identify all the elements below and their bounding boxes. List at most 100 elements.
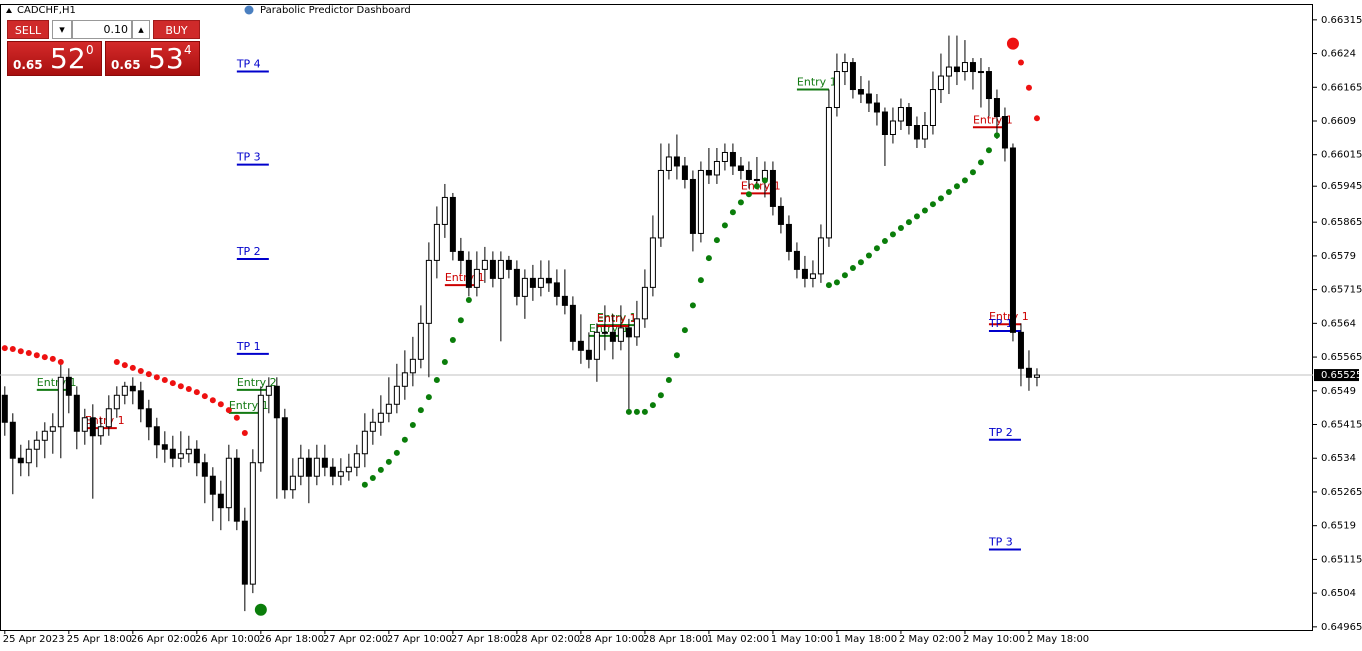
sar-dot	[57, 359, 64, 366]
sar-dot	[993, 132, 1000, 139]
candle-body	[129, 385, 136, 392]
sar-dot	[977, 159, 984, 166]
levels: TP 4 TP 3 TP 2 TP 1 Entry 2 Entry 1 Entry 1 Ent…	[0, 58, 1313, 551]
candle-body	[153, 426, 160, 446]
lot-input[interactable]: 0.10	[72, 20, 132, 39]
sar-dot	[985, 147, 992, 154]
bid-small: 0	[86, 43, 94, 57]
candle-body	[521, 277, 528, 297]
candle-body	[577, 340, 584, 351]
sar-dot	[393, 449, 400, 456]
candle-body	[137, 390, 144, 410]
title-icon	[244, 5, 254, 15]
candle-body	[409, 358, 416, 374]
sar-dot	[929, 201, 936, 208]
candle-body	[329, 466, 336, 477]
ask-box[interactable]: 0.65 53 4	[105, 41, 200, 76]
sar-dot	[641, 408, 648, 415]
sar-dot	[841, 272, 848, 279]
candle-body	[961, 62, 968, 73]
candle-body	[585, 349, 592, 360]
candle-body	[241, 520, 248, 585]
sar-dot	[145, 371, 152, 378]
sar-dot	[961, 177, 968, 184]
candle-body	[561, 295, 568, 306]
y-tick-label: 0.6579	[1321, 251, 1356, 262]
ask-prefix: 0.65	[111, 58, 141, 72]
candle-body	[649, 237, 656, 288]
sar-dot	[657, 392, 664, 399]
sar	[1, 37, 1040, 616]
x-tick-label: 27 Apr 02:00	[323, 634, 388, 645]
candle-body	[945, 66, 952, 77]
sar-dot	[825, 282, 832, 289]
sar-dot	[185, 385, 192, 392]
lot-dropdown[interactable]: ▾	[52, 20, 72, 39]
sar-dot	[713, 237, 720, 244]
candle-body	[441, 196, 448, 225]
y-tick-label: 0.6534	[1321, 453, 1356, 464]
sar-dot	[833, 279, 840, 286]
sar-dot	[953, 183, 960, 190]
candle-body	[889, 120, 896, 135]
candle-body	[921, 125, 928, 140]
candle-body	[17, 457, 24, 464]
candle-body	[457, 250, 464, 261]
sar-dot	[417, 407, 424, 414]
sar-dot	[49, 355, 56, 362]
bid-box[interactable]: 0.65 52 0	[7, 41, 102, 76]
candle-body	[465, 259, 472, 288]
y-tick-label: 0.65865	[1321, 217, 1362, 228]
sell-button[interactable]: SELL	[7, 20, 49, 39]
candle-body	[897, 107, 904, 122]
candles	[1, 35, 1040, 612]
candle-body	[689, 178, 696, 234]
symbol: CADCHF,H1	[17, 5, 76, 16]
last-price-box	[1314, 369, 1359, 382]
sar-dot	[449, 336, 456, 343]
sar-dot	[401, 436, 408, 443]
sar-dot	[873, 245, 880, 252]
sar-dot	[9, 345, 16, 352]
ask-small: 4	[184, 43, 192, 57]
sar-dot	[1025, 84, 1032, 91]
sar-dot	[937, 195, 944, 202]
candle-body	[385, 403, 392, 414]
candle-body	[361, 430, 368, 455]
candle-body	[537, 277, 544, 288]
candle-body	[609, 331, 616, 342]
y-tick-label: 0.66015	[1321, 150, 1362, 161]
candle-body	[345, 466, 352, 473]
x-tick-label: 27 Apr 18:00	[451, 634, 516, 645]
y-tick-label: 0.65565	[1321, 352, 1362, 363]
candle-body	[785, 223, 792, 252]
sar-dot	[33, 352, 40, 359]
candle-body	[849, 62, 856, 91]
candle-body	[169, 448, 176, 459]
candle-body	[481, 259, 488, 270]
sar-dot	[161, 377, 168, 383]
candle-body	[113, 394, 120, 410]
candle-body	[841, 62, 848, 73]
sar-dot	[729, 209, 736, 216]
candle-body	[969, 62, 976, 73]
sar-dot	[209, 397, 216, 404]
sar-dot	[465, 296, 472, 303]
symbol-arrow	[6, 8, 12, 13]
candle-body	[657, 169, 664, 239]
level-label: TP 2	[988, 426, 1013, 439]
sar-dot	[913, 213, 920, 220]
buy-button[interactable]: BUY	[153, 20, 200, 39]
candle-body	[393, 385, 400, 405]
sar-dot	[433, 377, 440, 383]
lot-spinner[interactable]: ▴	[132, 20, 150, 39]
candle-body	[697, 169, 704, 234]
candle-body	[873, 102, 880, 113]
last-price-label: 0.65525	[1321, 370, 1362, 381]
bid-prefix: 0.65	[13, 58, 43, 72]
sar-dot	[113, 359, 120, 366]
sar-dot	[225, 407, 232, 414]
candle-body	[1033, 374, 1040, 378]
y-tick-label: 0.65415	[1321, 420, 1362, 431]
